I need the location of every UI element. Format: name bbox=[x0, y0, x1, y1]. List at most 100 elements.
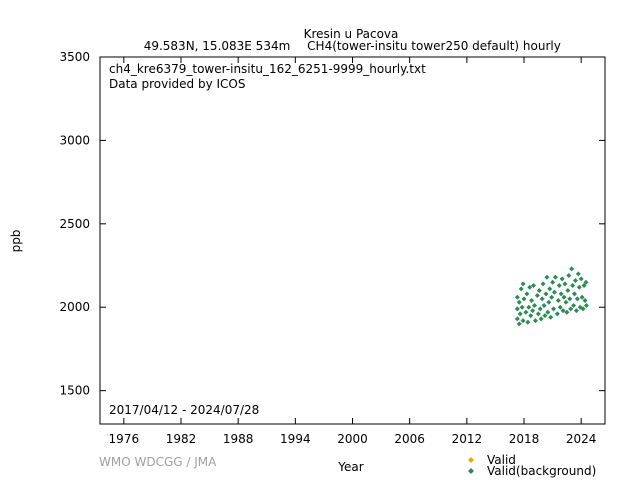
data-point-valid-background bbox=[558, 291, 564, 297]
y-tick-label: 2500 bbox=[59, 217, 90, 231]
data-point-valid-background bbox=[539, 296, 545, 302]
data-point-valid-background bbox=[543, 291, 549, 297]
data-point-valid-background bbox=[554, 311, 560, 317]
data-point-valid-background bbox=[557, 304, 563, 310]
data-point-valid-background bbox=[549, 294, 555, 300]
file-name: ch4_kre6379_tower-insitu_162_6251-9999_h… bbox=[109, 62, 426, 76]
legend-marker-valid-background bbox=[468, 468, 474, 474]
legend-label-valid-background: Valid(background) bbox=[487, 464, 596, 478]
data-point-valid-background bbox=[546, 299, 552, 305]
data-point-valid-background bbox=[579, 294, 585, 300]
data-point-valid-background bbox=[580, 306, 586, 312]
data-point-valid-background bbox=[563, 299, 569, 305]
data-point-valid-background bbox=[570, 283, 576, 289]
data-provider: Data provided by ICOS bbox=[109, 77, 245, 91]
data-point-valid-background bbox=[583, 279, 589, 285]
data-point-valid-background bbox=[520, 281, 526, 287]
data-point-valid-background bbox=[564, 309, 570, 315]
data-point-valid-background bbox=[559, 276, 565, 282]
legend: Valid Valid(background) bbox=[468, 453, 596, 478]
x-tick-label: 2006 bbox=[394, 432, 425, 446]
data-point-valid-background bbox=[517, 311, 523, 317]
data-point-valid-background bbox=[540, 281, 546, 287]
data-point-valid-background bbox=[525, 319, 531, 325]
data-point-valid-background bbox=[571, 303, 577, 309]
data-point-valid-background bbox=[547, 286, 553, 292]
data-point-valid-background bbox=[536, 288, 542, 294]
data-point-valid-background bbox=[514, 316, 520, 322]
data-layer bbox=[514, 266, 589, 327]
dataset-title: CH4(tower-insitu tower250 default) hourl… bbox=[307, 39, 561, 53]
y-axis-label: ppb bbox=[9, 230, 23, 253]
x-tick-label: 2018 bbox=[509, 432, 540, 446]
y-tick-label: 3000 bbox=[59, 133, 90, 147]
data-point-valid-background bbox=[560, 308, 566, 314]
data-point-valid-background bbox=[574, 296, 580, 302]
data-point-valid-background bbox=[527, 284, 533, 290]
data-point-valid-background bbox=[521, 296, 527, 302]
y-tick-label: 2000 bbox=[59, 300, 90, 314]
credit-text: WMO WDCGG / JMA bbox=[99, 455, 217, 469]
data-point-valid-background bbox=[568, 306, 574, 312]
data-point-valid-background bbox=[531, 283, 537, 289]
data-point-valid-background bbox=[566, 273, 572, 279]
data-point-valid-background bbox=[555, 298, 561, 304]
data-point-valid-background bbox=[548, 314, 554, 320]
data-point-valid-background bbox=[581, 283, 587, 289]
x-tick-label: 1994 bbox=[280, 432, 311, 446]
x-tick-label: 2000 bbox=[337, 432, 368, 446]
x-tick-label: 1988 bbox=[223, 432, 254, 446]
data-point-valid-background bbox=[544, 274, 550, 280]
data-point-valid-background bbox=[534, 293, 540, 299]
data-point-valid-background bbox=[523, 309, 529, 315]
x-tick-label: 2024 bbox=[566, 432, 597, 446]
data-point-valid-background bbox=[529, 298, 535, 304]
data-point-valid-background bbox=[572, 291, 578, 297]
x-axis-label: Year bbox=[337, 460, 363, 474]
data-point-valid-background bbox=[531, 303, 537, 309]
data-point-valid-background bbox=[556, 283, 562, 289]
data-point-valid-background bbox=[552, 289, 557, 295]
legend-marker-valid bbox=[468, 457, 474, 463]
data-point-valid-background bbox=[542, 313, 548, 319]
data-point-valid-background bbox=[569, 266, 575, 272]
data-point-valid-background bbox=[514, 306, 520, 312]
data-point-valid-background bbox=[565, 288, 571, 294]
data-point-valid-background bbox=[526, 304, 532, 310]
data-point-valid-background bbox=[537, 306, 543, 312]
station-title: Kresin u Pacova bbox=[304, 27, 399, 41]
data-point-valid-background bbox=[575, 271, 581, 277]
data-point-valid-background bbox=[520, 318, 526, 324]
data-point-valid-background bbox=[514, 294, 520, 300]
data-point-valid-background bbox=[550, 279, 556, 285]
data-point-valid-background bbox=[516, 321, 522, 327]
data-point-valid-background bbox=[519, 304, 525, 310]
x-tick-label: 1982 bbox=[166, 432, 197, 446]
data-point-valid-background bbox=[572, 278, 578, 284]
data-point-valid-background bbox=[567, 296, 573, 302]
y-tick-label: 1500 bbox=[59, 384, 90, 398]
station-location: 49.583N, 15.083E 534m bbox=[144, 39, 291, 53]
x-tick-label: 1976 bbox=[109, 432, 140, 446]
data-point-valid-background bbox=[535, 311, 541, 317]
data-point-valid-background bbox=[528, 313, 534, 319]
data-point-valid-background bbox=[516, 299, 522, 305]
data-point-valid-background bbox=[524, 291, 530, 297]
y-tick-label: 3500 bbox=[59, 50, 90, 64]
data-point-valid-background bbox=[576, 284, 582, 290]
data-point-valid-background bbox=[532, 318, 538, 324]
data-point-valid-background bbox=[578, 276, 584, 282]
data-point-valid-background bbox=[561, 294, 567, 300]
plot-area bbox=[99, 56, 606, 425]
data-point-valid-background bbox=[551, 306, 557, 312]
data-point-valid-background bbox=[573, 308, 579, 314]
data-point-valid-background bbox=[582, 298, 588, 304]
data-point-valid-background bbox=[530, 308, 536, 314]
x-tick-label: 2012 bbox=[452, 432, 483, 446]
data-point-valid-background bbox=[541, 303, 547, 309]
data-point-valid-background bbox=[552, 274, 558, 280]
data-point-valid-background bbox=[562, 281, 568, 287]
date-range: 2017/04/12 - 2024/07/28 bbox=[109, 403, 259, 417]
data-point-valid-background bbox=[583, 303, 589, 309]
